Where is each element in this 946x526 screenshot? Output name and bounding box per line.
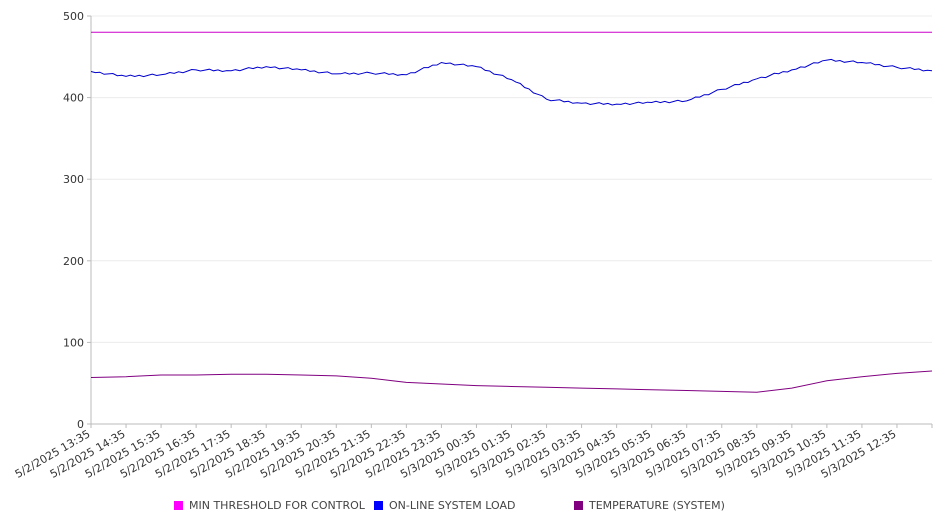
y-tick-label: 400 xyxy=(63,92,84,105)
gridlines xyxy=(87,15,933,428)
y-tick-label: 300 xyxy=(63,173,84,186)
legend-swatch xyxy=(374,501,383,510)
legend-label: MIN THRESHOLD FOR CONTROL xyxy=(189,499,365,512)
y-tick-label: 100 xyxy=(63,336,84,349)
legend-label: TEMPERATURE (SYSTEM) xyxy=(589,499,725,512)
y-tick-label: 500 xyxy=(63,10,84,23)
legend-item-min-threshold: MIN THRESHOLD FOR CONTROL xyxy=(174,499,365,512)
y-axis-tick-labels: 0 100 200 300 400 500 xyxy=(63,10,84,431)
legend-item-temperature-system: TEMPERATURE (SYSTEM) xyxy=(574,499,725,512)
legend-label: ON-LINE SYSTEM LOAD xyxy=(389,499,516,512)
y-tick-label: 0 xyxy=(77,418,84,431)
series-line-2 xyxy=(90,370,933,393)
legend-swatch xyxy=(174,501,183,510)
y-tick-label: 200 xyxy=(63,255,84,268)
x-axis-tick-labels: 5/2/2025 13:355/2/2025 14:355/2/2025 15:… xyxy=(13,427,899,481)
legend-swatch xyxy=(574,501,583,510)
series-lines xyxy=(90,31,933,393)
legend-item-online-system-load: ON-LINE SYSTEM LOAD xyxy=(374,499,515,512)
series-line-1 xyxy=(90,58,933,106)
